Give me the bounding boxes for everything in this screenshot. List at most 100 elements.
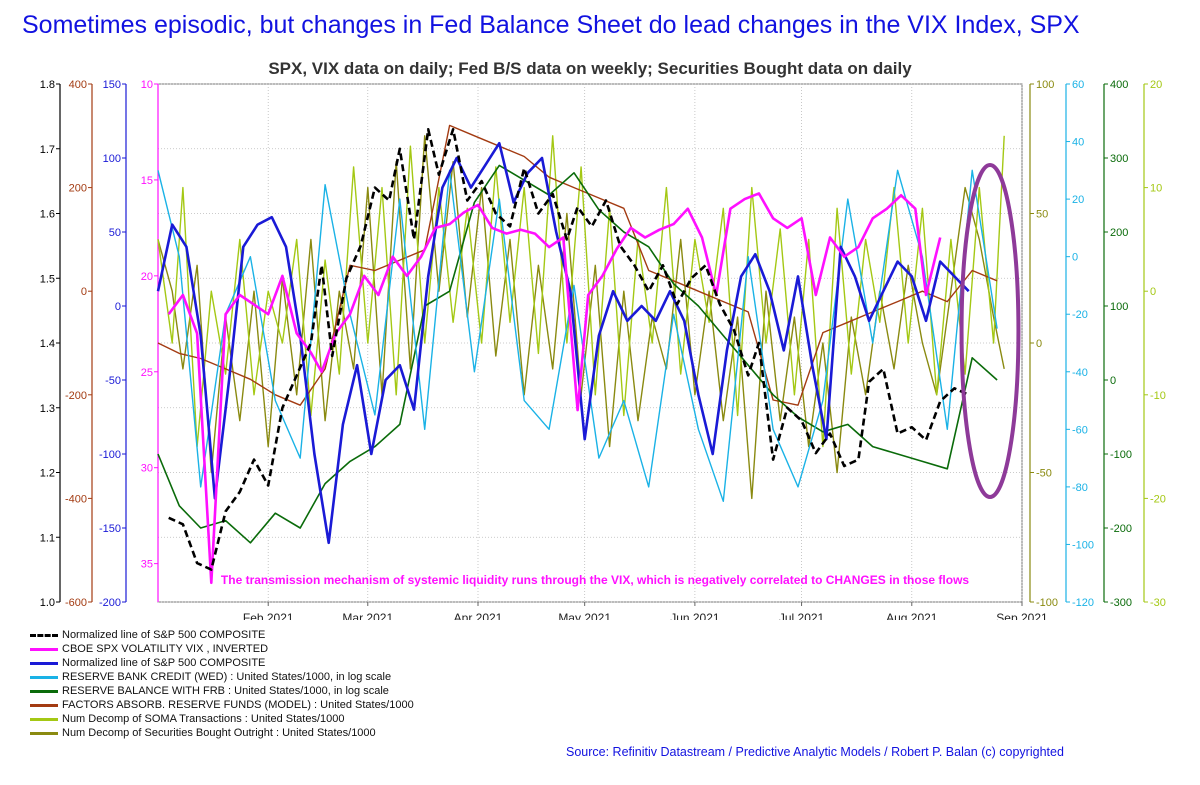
axis-label-factors: -200 [65, 390, 87, 402]
chart-title: SPX, VIX data on daily; Fed B/S data on … [268, 59, 912, 78]
legend-label: Normalized line of S&P 500 COMPOSITE [62, 629, 266, 641]
x-axis: Feb 2021 Mar 2021 Apr 2021 May 2021 Jun 2021… [243, 602, 1048, 620]
axis-label-vix: 15 [141, 175, 153, 187]
legend-item: Num Decomp of Securities Bought Outright… [30, 726, 414, 740]
axis-label-reserve: 200 [1110, 227, 1128, 239]
axis-label-factors: 200 [69, 183, 87, 195]
x-tick-label: May 2021 [558, 611, 611, 620]
axis-label-spx_norm: 1.6 [40, 209, 55, 221]
axis-label-spx_blue: 50 [109, 227, 121, 239]
axis-label-soma: 0 [1150, 286, 1156, 298]
axis-label-secbought: 100 [1036, 79, 1054, 91]
axis-spx_norm: 1.0 1.1 1.2 1.3 1.4 1.5 1.6 1.7 1.8 [40, 79, 61, 609]
legend-swatch [30, 633, 58, 637]
axis-label-soma: -30 [1150, 597, 1166, 609]
axis-vix: 10 15 20 25 30 35 [141, 79, 159, 602]
axis-soma: -30 -20 -10 0 10 20 [1143, 79, 1166, 609]
series-line-7 [157, 135, 1005, 448]
legend-label: Num Decomp of SOMA Transactions : United… [62, 713, 345, 725]
axis-label-reserve: 400 [1110, 79, 1128, 91]
axis-label-soma: -20 [1150, 493, 1166, 505]
axis-label-factors: 0 [81, 286, 87, 298]
axes: 1.01.11.21.31.41.51.61.71.8-600-400-2000… [40, 79, 1166, 609]
series-layer [156, 124, 1005, 585]
axis-label-spx_blue: -50 [105, 375, 121, 387]
axis-label-spx_norm: 1.1 [40, 532, 55, 544]
legend-item: FACTORS ABSORB. RESERVE FUNDS (MODEL) : … [30, 698, 414, 712]
axis-label-credit: -120 [1072, 597, 1094, 609]
x-tick-label: Sep 2021 [996, 611, 1048, 620]
axis-label-credit: -20 [1072, 309, 1088, 321]
legend-item: Normalized line of S&P 500 COMPOSITE [30, 656, 414, 670]
axis-label-reserve: -300 [1110, 597, 1132, 609]
axis-label-vix: 30 [141, 463, 153, 475]
axis-label-spx_norm: 1.7 [40, 144, 55, 156]
series-line-1 [168, 128, 970, 571]
legend-item: RESERVE BANK CREDIT (WED) : United State… [30, 670, 414, 684]
axis-label-reserve: -100 [1110, 449, 1132, 461]
axis-label-vix: 10 [141, 79, 153, 91]
axis-label-credit: 60 [1072, 79, 1084, 91]
axis-label-reserve: 100 [1110, 301, 1128, 313]
axis-label-credit: 40 [1072, 137, 1084, 149]
axis-label-credit: 0 [1072, 252, 1078, 264]
legend-label: Num Decomp of Securities Bought Outright… [62, 727, 376, 739]
axis-label-reserve: -200 [1110, 523, 1132, 535]
axis-label-spx_norm: 1.3 [40, 403, 55, 415]
axis-factors: -600 -400 -200 0 200 400 [65, 79, 93, 609]
legend-label: Normalized line of S&P 500 COMPOSITE [62, 657, 266, 669]
axis-label-spx_blue: -100 [99, 449, 121, 461]
gridlines [158, 83, 1023, 603]
axis-label-soma: 10 [1150, 183, 1162, 195]
axis-label-spx_norm: 1.2 [40, 468, 55, 480]
axis-label-vix: 25 [141, 367, 153, 379]
x-tick-label: Jun 2021 [670, 611, 720, 620]
axis-label-credit: -60 [1072, 424, 1088, 436]
axis-label-spx_blue: -150 [99, 523, 121, 535]
x-tick-label: Aug 2021 [886, 611, 938, 620]
legend-label: RESERVE BALANCE WITH FRB : United States… [62, 685, 389, 697]
legend-swatch [30, 661, 58, 665]
series-line-6 [157, 124, 998, 406]
axis-label-spx_blue: -200 [99, 597, 121, 609]
legend-item: Num Decomp of SOMA Transactions : United… [30, 712, 414, 726]
legend-swatch [30, 731, 58, 735]
legend-swatch [30, 647, 58, 651]
legend-label: RESERVE BANK CREDIT (WED) : United State… [62, 671, 392, 683]
legend-swatch [30, 689, 58, 693]
axis-label-credit: 20 [1072, 194, 1084, 206]
axis-label-secbought: -100 [1036, 597, 1058, 609]
axis-label-spx_norm: 1.8 [40, 79, 55, 91]
series-line-5 [157, 164, 998, 544]
axis-label-vix: 35 [141, 559, 153, 571]
axis-label-credit: -40 [1072, 367, 1088, 379]
chart-headline: Sometimes episodic, but changes in Fed B… [22, 11, 1080, 39]
axis-label-credit: -80 [1072, 482, 1088, 494]
axis-label-secbought: 50 [1036, 209, 1048, 221]
axis-label-secbought: -50 [1036, 468, 1052, 480]
axis-label-spx_norm: 1.0 [40, 597, 55, 609]
chart-annotation: The transmission mechanism of systemic l… [221, 573, 969, 587]
axis-label-secbought: 0 [1036, 338, 1042, 350]
legend-swatch [30, 717, 58, 721]
legend-swatch [30, 675, 58, 679]
legend: Normalized line of S&P 500 COMPOSITE CBOE… [30, 628, 414, 740]
x-tick-label: Jul 2021 [779, 611, 825, 620]
axis-spx_blue: -200 -150 -100 -50 0 50 100 150 [99, 79, 127, 609]
axis-label-soma: 20 [1150, 79, 1162, 91]
axis-label-reserve: 0 [1110, 375, 1116, 387]
series-line-3 [156, 141, 970, 545]
legend-swatch [30, 703, 58, 707]
axis-label-reserve: 300 [1110, 153, 1128, 165]
chart-canvas: SPX, VIX data on daily; Fed B/S data on … [40, 59, 1166, 620]
legend-item: Normalized line of S&P 500 COMPOSITE [30, 628, 414, 642]
legend-item: RESERVE BALANCE WITH FRB : United States… [30, 684, 414, 698]
highlight-ellipse-shape [959, 163, 1021, 499]
axis-label-spx_blue: 150 [103, 79, 121, 91]
axis-label-spx_blue: 100 [103, 153, 121, 165]
series-line-2 [167, 192, 942, 585]
axis-reserve: -300 -200 -100 0 100 200 300 400 [1103, 79, 1132, 609]
legend-label: CBOE SPX VOLATILITY VIX , INVERTED [62, 643, 269, 655]
axis-label-factors: -400 [65, 493, 87, 505]
source-credit: Source: Refinitiv Datastream / Predictiv… [566, 745, 1064, 759]
